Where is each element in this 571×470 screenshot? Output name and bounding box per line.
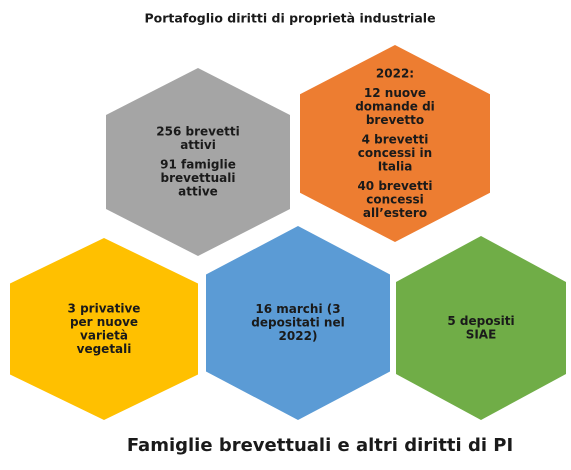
- hexagon-text: 5 depositi: [447, 314, 514, 328]
- hexagon: [206, 226, 390, 420]
- hexagon-text: concessi in: [358, 146, 432, 160]
- hexagon-text: 2022): [279, 329, 318, 343]
- hexagon: [106, 68, 290, 256]
- hexagon-text: 2022:: [376, 66, 414, 80]
- hexagon: [396, 236, 566, 420]
- hexagon: [10, 238, 198, 420]
- hexagon-text: depositati nel: [251, 316, 344, 330]
- hexagon-text: 12 nuove: [364, 86, 426, 100]
- hexagon-text: 91 famiglie: [160, 158, 236, 172]
- hexagon-text: attive: [178, 185, 218, 199]
- hexagon-text: SIAE: [466, 327, 497, 341]
- hexagon-text: concessi: [366, 192, 424, 206]
- hexagon-text: varietà: [80, 328, 128, 342]
- title: Portafoglio diritti di proprietà industr…: [144, 11, 435, 26]
- hexagon-text: attivi: [180, 138, 216, 152]
- hexagon-text: 16 marchi (3: [255, 302, 340, 316]
- hexagon-text: per nuove: [70, 315, 138, 329]
- hexagon-text: brevetto: [366, 113, 424, 127]
- hexagon-text: 256 brevetti: [156, 125, 239, 139]
- caption: Famiglie brevettuali e altri diritti di …: [127, 435, 513, 456]
- hexagon-text: brevettuali: [161, 171, 236, 185]
- hexagon: [300, 45, 490, 242]
- hexagon-text: all’estero: [363, 206, 427, 220]
- hexagon-text: 4 brevetti: [362, 132, 429, 146]
- hexagon-text: 40 brevetti: [357, 179, 432, 193]
- hexagon-text: domande di: [355, 99, 435, 113]
- hexagon-text: vegetali: [77, 342, 132, 356]
- hexagon-text: 3 privative: [68, 301, 141, 315]
- hexagon-text: Italia: [378, 159, 413, 173]
